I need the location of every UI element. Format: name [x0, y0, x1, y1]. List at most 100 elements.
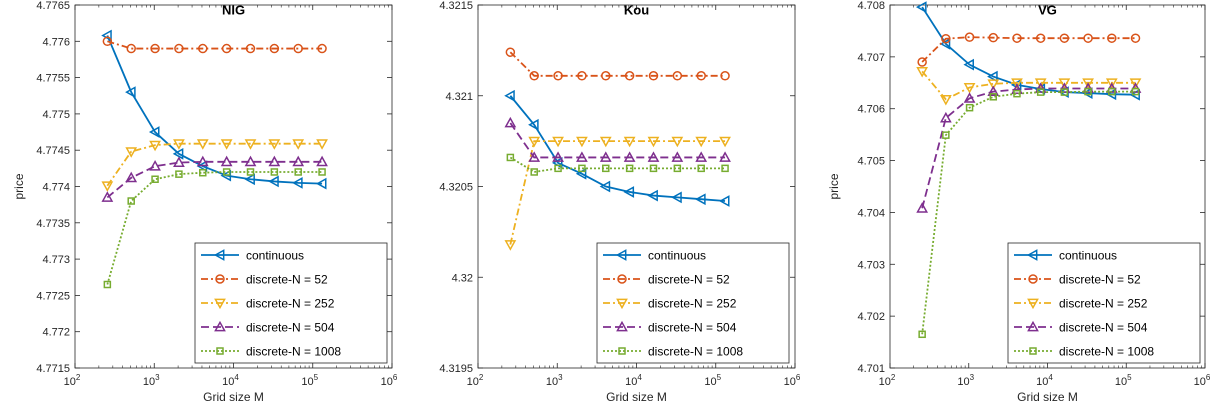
data-point: [269, 43, 280, 54]
legend-marker: [1027, 320, 1039, 332]
data-point: [987, 79, 1000, 90]
x-tick-label: 102: [467, 373, 484, 388]
data-point: [916, 66, 929, 78]
data-point: [964, 32, 975, 42]
data-point: [576, 151, 588, 162]
data-point: [244, 173, 255, 186]
data-point: [245, 43, 256, 54]
series-line: [921, 87, 1136, 209]
data-point: [268, 139, 281, 150]
data-point: [220, 155, 233, 167]
data-point: [1082, 78, 1094, 89]
data-point: [671, 136, 684, 148]
x-tick-label: 103: [546, 373, 563, 388]
data-point: [916, 202, 929, 213]
data-point: [268, 155, 281, 167]
series-layer: [504, 47, 731, 251]
data-point: [196, 139, 209, 150]
data-point: [673, 164, 682, 173]
data-point: [987, 85, 1000, 97]
data-point: [649, 164, 658, 173]
legend-marker: [616, 298, 628, 310]
data-point: [1034, 78, 1047, 89]
legend-label: discrete-N = 504: [648, 321, 737, 335]
data-point: [126, 43, 136, 54]
legend-marker: [1026, 249, 1038, 261]
data-point: [1084, 87, 1092, 96]
series-4: [101, 155, 328, 202]
data-point: [1034, 82, 1047, 93]
data-point: [941, 33, 951, 44]
data-point: [246, 168, 255, 176]
data-point: [1131, 87, 1140, 96]
data-point: [697, 164, 705, 173]
legend-label: discrete-N = 1008: [1059, 345, 1154, 359]
y-tick-label: 4.32: [452, 272, 473, 284]
data-point: [504, 116, 517, 128]
data-point: [942, 131, 950, 139]
series-line: [509, 122, 726, 159]
data-point: [149, 140, 161, 152]
legend-label: discrete-N = 504: [246, 321, 335, 335]
data-point: [528, 136, 541, 148]
y-tick-label: 4.7765: [36, 0, 70, 12]
chart-title: Kou: [624, 3, 649, 18]
data-point: [199, 168, 207, 177]
series-1: [101, 29, 327, 190]
chart-title: VG: [1038, 3, 1057, 18]
chart-panel-1: 102 103 104 105 106 4.7715 4.772 4.7725 4.773 4.7…: [12, 0, 398, 404]
data-point: [505, 47, 516, 57]
legend-label: discrete-N = 504: [1059, 321, 1148, 335]
data-point: [577, 71, 587, 81]
series-2: [102, 36, 327, 54]
data-point: [529, 71, 539, 81]
legend-marker: [616, 320, 628, 332]
data-point: [222, 168, 231, 176]
x-tick-label: 102: [64, 373, 81, 388]
data-point: [103, 280, 112, 289]
y-tick-label: 4.701: [857, 363, 885, 375]
y-tick-label: 4.703: [857, 259, 885, 271]
data-point: [599, 151, 612, 162]
data-point: [918, 330, 926, 339]
data-point: [576, 136, 588, 148]
series-3: [916, 66, 1142, 106]
y-tick-label: 4.706: [857, 104, 885, 116]
data-point: [175, 170, 183, 178]
data-point: [1060, 88, 1069, 96]
data-point: [554, 164, 562, 173]
data-point: [315, 177, 327, 190]
data-point: [198, 43, 208, 54]
series-5: [103, 168, 326, 289]
x-tick-label: 106: [1194, 373, 1211, 388]
chart-panel-2: 102 103 104 105 106 4.3195 4.32 4.3205 4.321 4.32…: [439, 0, 801, 404]
series-line: [921, 70, 1136, 101]
data-point: [101, 181, 114, 192]
data-point: [125, 171, 138, 183]
legend-label: continuous: [246, 249, 304, 263]
data-point: [173, 139, 185, 150]
series-2: [505, 47, 730, 81]
series-layer: [916, 1, 1142, 339]
data-point: [965, 103, 974, 112]
x-axis-label: Grid size M: [606, 390, 667, 404]
data-point: [292, 155, 305, 167]
legend-label: continuous: [648, 249, 706, 263]
data-point: [1011, 78, 1023, 89]
data-point: [623, 136, 636, 148]
data-point: [578, 164, 586, 173]
legend-marker: [618, 347, 626, 355]
data-point: [1105, 78, 1118, 89]
data-point: [963, 58, 974, 71]
series-5: [918, 87, 1140, 339]
data-point: [939, 38, 951, 50]
data-point: [718, 195, 730, 207]
data-point: [695, 193, 706, 206]
data-point: [196, 155, 209, 167]
data-point: [504, 89, 515, 102]
series-layer: [101, 29, 328, 289]
data-point: [623, 151, 636, 162]
data-point: [963, 83, 976, 94]
data-point: [719, 151, 731, 162]
